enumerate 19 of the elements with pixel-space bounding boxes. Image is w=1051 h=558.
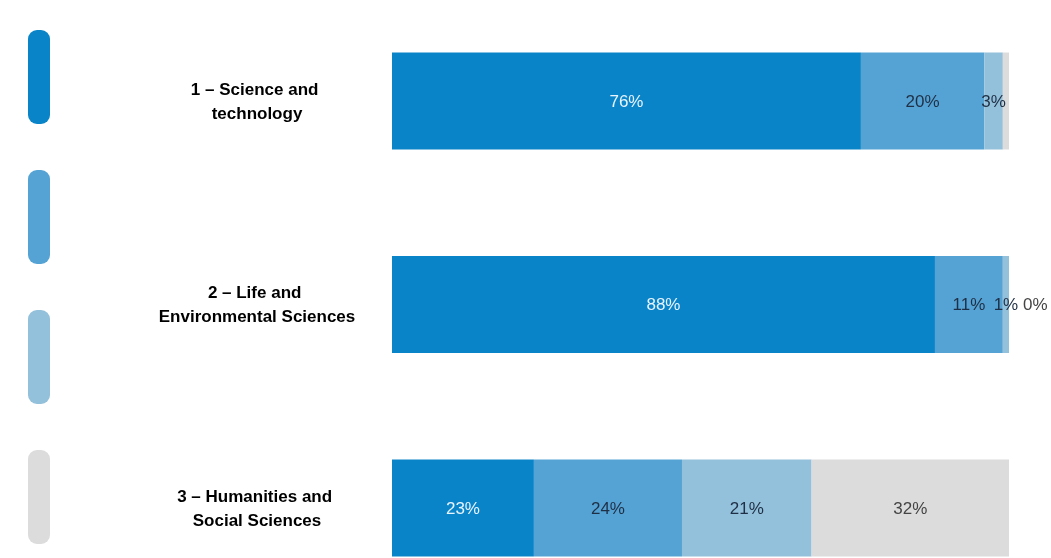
data-label: 11% [952,295,986,314]
y-tick-label: 1 – Science and technology [190,79,324,123]
y-tick-label: 2 – Life and Environmental Sciences [158,283,356,326]
data-label: 0% [1023,295,1048,314]
bar [392,459,534,557]
data-label: 24% [590,498,625,518]
data-label: 20% [905,91,940,111]
data-label: 76% [609,91,644,111]
bar [392,256,935,353]
data-label: 88% [646,295,681,314]
data-label: 21% [729,498,764,518]
y-tick-label: 3 – Humanities and Social Sciences [177,486,337,530]
bar [811,459,1009,557]
data-label: 23% [445,498,480,518]
bar [681,459,812,557]
data-label: 32% [893,498,928,518]
data-label: 3% [981,91,1006,111]
bar [392,52,861,150]
bar [533,459,682,557]
